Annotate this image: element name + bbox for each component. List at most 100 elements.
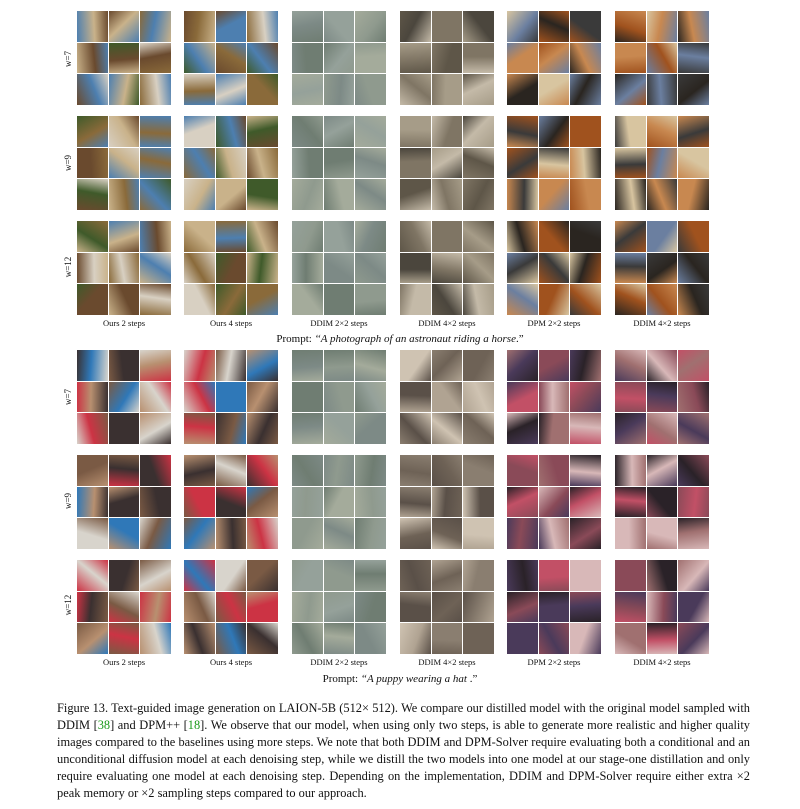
sample-image [507, 221, 538, 252]
sample-image [247, 116, 278, 147]
sample-image [215, 381, 247, 413]
sample-image [215, 11, 247, 42]
sample-image [247, 381, 278, 413]
sample-image [323, 350, 355, 381]
sample-image [678, 455, 709, 486]
sample-image [247, 623, 278, 654]
sample-image [615, 560, 646, 591]
sample-image [678, 413, 709, 444]
sample-image [570, 11, 601, 42]
sample-image [615, 591, 646, 623]
sample-image [463, 147, 494, 179]
sample-image [292, 147, 323, 179]
sample-image [108, 455, 140, 486]
sample-image [507, 381, 538, 413]
column-label: DPM 2×2 steps [527, 318, 581, 328]
image-grid [507, 455, 601, 549]
sample-image [507, 560, 538, 591]
sample-image [615, 179, 646, 210]
sample-image [355, 623, 386, 654]
sample-image [323, 11, 355, 42]
sample-image [108, 42, 140, 74]
sample-image [646, 413, 678, 444]
sample-image [292, 350, 323, 381]
citation-link[interactable]: 18 [187, 718, 201, 732]
citation-link[interactable]: 38 [97, 718, 111, 732]
sample-image [615, 623, 646, 654]
sample-image [140, 591, 171, 623]
sample-image [431, 42, 463, 74]
sample-image [463, 350, 494, 381]
image-grid [615, 455, 709, 549]
image-grid [77, 221, 171, 315]
sample-image [292, 486, 323, 518]
sample-image [646, 221, 678, 252]
sample-image [463, 623, 494, 654]
sample-image [646, 42, 678, 74]
image-grid [184, 11, 278, 105]
sample-image [184, 413, 215, 444]
sample-image [323, 381, 355, 413]
sample-image [77, 221, 108, 252]
sample-image [431, 221, 463, 252]
sample-image [108, 623, 140, 654]
sample-image [570, 284, 601, 315]
sample-image [538, 147, 570, 179]
sample-image [538, 486, 570, 518]
sample-image [431, 11, 463, 42]
sample-image [463, 560, 494, 591]
sample-image [400, 350, 431, 381]
sample-image [292, 623, 323, 654]
sample-image [400, 42, 431, 74]
sample-image [615, 381, 646, 413]
sample-image [108, 221, 140, 252]
sample-image [247, 591, 278, 623]
image-grid [615, 116, 709, 210]
sample-image [247, 179, 278, 210]
column-label: DDIM 2×2 steps [310, 657, 368, 667]
sample-image [140, 252, 171, 284]
sample-image [463, 413, 494, 444]
sample-image [140, 116, 171, 147]
image-grid [400, 455, 494, 549]
image-grid [615, 350, 709, 444]
sample-image [570, 623, 601, 654]
sample-image [292, 560, 323, 591]
column-label: DDIM 2×2 steps [310, 318, 368, 328]
sample-image [507, 116, 538, 147]
image-grid [184, 221, 278, 315]
sample-image [678, 591, 709, 623]
sample-image [431, 455, 463, 486]
sample-image [678, 518, 709, 549]
sample-image [538, 455, 570, 486]
sample-image [538, 42, 570, 74]
sample-image [108, 74, 140, 105]
sample-image [140, 147, 171, 179]
image-grid [507, 560, 601, 654]
sample-image [646, 560, 678, 591]
sample-image [323, 486, 355, 518]
sample-image [184, 560, 215, 591]
sample-image [400, 252, 431, 284]
image-grid [184, 455, 278, 549]
sample-image [292, 11, 323, 42]
sample-image [355, 179, 386, 210]
prompt-puppy: Prompt: “A puppy wearing a hat .” [322, 673, 478, 685]
sample-image [247, 350, 278, 381]
sample-image [538, 284, 570, 315]
sample-image [507, 486, 538, 518]
sample-image [615, 413, 646, 444]
image-grid [292, 11, 386, 105]
sample-image [507, 350, 538, 381]
sample-image [431, 74, 463, 105]
sample-image [538, 518, 570, 549]
sample-image [678, 147, 709, 179]
sample-image [108, 560, 140, 591]
sample-image [678, 560, 709, 591]
sample-image [247, 74, 278, 105]
sample-image [463, 179, 494, 210]
sample-image [538, 179, 570, 210]
sample-image [431, 591, 463, 623]
sample-image [215, 116, 247, 147]
prompt-horse: Prompt: ‘‘A photograph of an astronaut r… [276, 333, 524, 345]
